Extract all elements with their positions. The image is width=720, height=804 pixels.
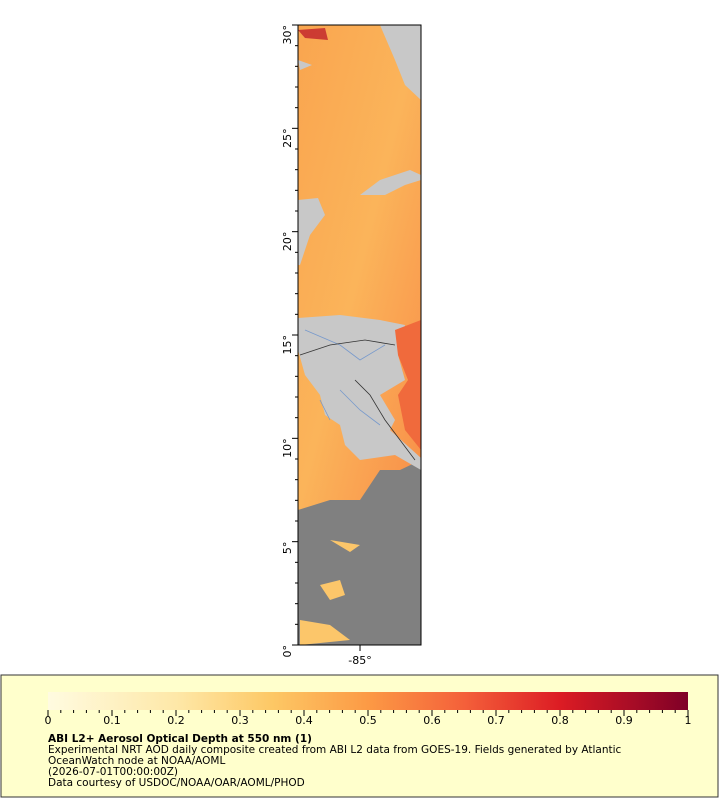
colorbar-tick-label: 0.8 [551, 714, 569, 727]
legend-title: ABI L2+ Aerosol Optical Depth at 550 nm … [48, 733, 312, 745]
colorbar-tick-label: 0.5 [359, 714, 377, 727]
lat-tick-label: 20° [281, 232, 294, 252]
colorbar-tick-label: 0.4 [295, 714, 313, 727]
colorbar-tick-label: 0.1 [103, 714, 121, 727]
legend-line: Data courtesy of USDOC/NOAA/OAR/AOML/PHO… [48, 777, 305, 789]
lat-tick-label: 15° [281, 335, 294, 355]
colorbar-tick-label: 0 [45, 714, 52, 727]
colorbar-tick-label: 0.2 [167, 714, 185, 727]
legend-line: Experimental NRT AOD daily composite cre… [48, 744, 622, 756]
colorbar [48, 692, 688, 710]
lat-tick-label: 30° [281, 25, 294, 45]
map-image [298, 25, 421, 645]
legend-line: (2026-07-01T00:00:00Z) [48, 766, 178, 778]
colorbar-tick-label: 0.6 [423, 714, 441, 727]
lat-tick-label: 5° [281, 542, 294, 555]
colorbar-tick-label: 0.9 [615, 714, 633, 727]
colorbar-tick-label: 1 [685, 714, 692, 727]
lon-tick-label: -85° [348, 654, 371, 667]
lat-tick-label: 25° [281, 128, 294, 148]
legend-line: OceanWatch node at NOAA/AOML [48, 755, 225, 767]
lat-tick-label: 0° [281, 645, 294, 658]
colorbar-tick-label: 0.3 [231, 714, 249, 727]
colorbar-tick-label: 0.7 [487, 714, 505, 727]
lat-tick-label: 10° [281, 438, 294, 458]
